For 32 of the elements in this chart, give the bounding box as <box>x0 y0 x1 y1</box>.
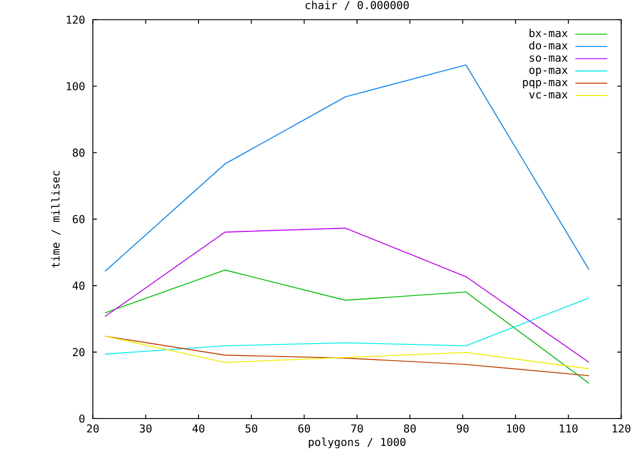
y-tick-label: 120 <box>66 16 84 24</box>
y-tick-label: 40 <box>72 282 84 290</box>
line-series <box>104 336 590 376</box>
x-tick-label: 100 <box>507 424 525 433</box>
x-tick-label: 80 <box>404 424 416 433</box>
legend-label: vc-max <box>529 92 568 99</box>
x-tick-label: 50 <box>246 424 258 433</box>
legend-label: bx-max <box>530 29 568 38</box>
x-tick-label: 30 <box>140 424 152 433</box>
x-tick-label: 90 <box>456 424 469 433</box>
legend-label: op-max <box>529 68 568 76</box>
legend-label: do-max <box>529 41 568 50</box>
x-tick-label: 20 <box>87 424 99 433</box>
x-tick-label: 120 <box>612 424 630 433</box>
y-tick-label: 60 <box>72 215 84 224</box>
y-tick-label: 0 <box>79 414 84 423</box>
line-series <box>104 298 590 355</box>
legend-label: so-max <box>530 56 568 62</box>
x-axis-title: polygons / 1000 <box>308 438 406 448</box>
y-axis-title: time / millisec <box>51 171 61 268</box>
x-tick-label: 40 <box>192 424 204 433</box>
x-tick-label: 60 <box>298 424 310 433</box>
y-tick-label: 100 <box>66 82 84 91</box>
legend-label: pqp-max <box>523 80 568 89</box>
y-tick-label: 80 <box>72 148 84 158</box>
line-series <box>104 64 590 272</box>
chart-title: chair / 0.000000 <box>306 1 409 10</box>
line-series <box>104 270 590 384</box>
x-tick-label: 110 <box>560 424 578 433</box>
x-tick-label: 70 <box>351 424 363 433</box>
line-series <box>104 228 590 364</box>
y-tick-label: 20 <box>72 348 84 356</box>
